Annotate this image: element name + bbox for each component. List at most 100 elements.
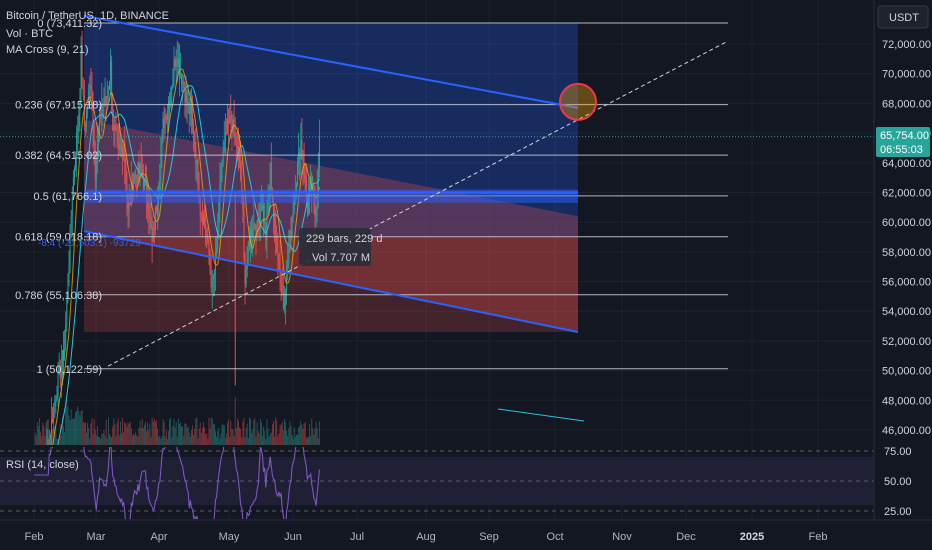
volume-bar <box>224 438 226 445</box>
candle-body <box>270 163 272 192</box>
volume-bar <box>228 419 230 445</box>
volume-bar <box>93 419 95 445</box>
volume-bar <box>226 433 227 445</box>
volume-bar <box>35 435 37 445</box>
volume-bar <box>134 435 136 445</box>
rsi-legend[interactable]: RSI (14, close) <box>6 459 79 471</box>
volume-bar <box>241 437 243 445</box>
volume-bar <box>80 410 82 445</box>
candle-body <box>222 151 224 163</box>
volume-bar <box>219 438 221 445</box>
candle-body <box>282 292 284 308</box>
volume-bar <box>65 407 67 445</box>
channel-lower-line <box>83 230 579 333</box>
volume-bar <box>130 428 132 445</box>
candle-body <box>257 220 259 222</box>
volume-bar <box>138 427 140 445</box>
symbol-title[interactable]: Bitcoin / TetherUS, 1D, BINANCE <box>6 10 169 22</box>
candle-body <box>195 148 197 165</box>
volume-bar <box>193 435 195 445</box>
candle-body <box>176 58 178 67</box>
candle-body <box>245 269 247 285</box>
candle-body <box>160 154 162 181</box>
volume-bar <box>36 421 38 445</box>
candle-body <box>228 119 230 123</box>
volume-bar <box>111 436 113 445</box>
volume-bar <box>154 421 156 445</box>
rsi-tick-label: 25.00 <box>884 506 912 518</box>
volume-bar <box>182 426 184 445</box>
candle-body <box>318 136 320 169</box>
candle-body <box>140 163 142 169</box>
time-axis[interactable]: Feb Mar Apr May Jun Jul Aug Sep Oct Nov Dec 2025 Feb <box>25 531 828 543</box>
price-scale[interactable] <box>874 0 932 520</box>
volume-bar <box>249 417 250 445</box>
volume-bar <box>216 436 218 445</box>
volume-bar <box>79 415 81 445</box>
candle-body <box>217 232 219 249</box>
time-tick-label: Mar <box>87 531 106 543</box>
volume-bar <box>129 421 131 445</box>
fib-level-label: 1 (50,122.59) <box>37 364 102 376</box>
price-tick-label: 52,000.00 <box>882 336 931 348</box>
volume-bar <box>173 418 175 445</box>
volume-bar <box>122 418 123 445</box>
volume-bar <box>252 429 254 445</box>
time-tick-label: Feb <box>809 531 828 543</box>
candle-body <box>58 366 60 373</box>
candle-body <box>252 228 254 235</box>
candle-body <box>56 396 58 400</box>
candle-body <box>236 146 238 149</box>
volume-bar <box>105 419 107 445</box>
candle-body <box>156 207 157 212</box>
volume-bar <box>99 437 101 445</box>
candle-body <box>99 116 101 134</box>
candle-body <box>91 88 93 110</box>
candle-body <box>123 144 125 155</box>
volume-bar <box>211 418 213 445</box>
volume-bar <box>94 429 96 445</box>
candle-body <box>231 119 233 133</box>
candle-body <box>191 105 192 114</box>
volume-bar <box>299 426 301 445</box>
candle-body <box>170 91 172 106</box>
candle-body <box>240 162 242 182</box>
volume-bar <box>280 424 282 445</box>
volume-bar <box>112 426 114 445</box>
currency-button[interactable] <box>877 5 929 29</box>
current-price-value: 65,754.00 <box>880 130 929 142</box>
candle-body <box>70 215 72 227</box>
candle-body <box>100 116 102 119</box>
volume-bar <box>246 423 248 445</box>
volume-bar <box>208 417 210 445</box>
volume-bar <box>269 433 271 445</box>
volume-bar <box>220 433 222 445</box>
ma-cross-legend[interactable]: MA Cross (9, 21) <box>6 44 89 56</box>
current-price-countdown: 06:55:03 <box>880 144 923 156</box>
volume-bar <box>56 438 58 445</box>
time-tick-label: Nov <box>612 531 632 543</box>
candle-body <box>166 110 168 121</box>
volume-bar <box>308 436 309 445</box>
volume-bar <box>43 425 45 445</box>
volume-bar <box>293 427 295 445</box>
candle-body <box>87 105 89 109</box>
candle-body <box>136 176 138 183</box>
volume-bar <box>229 436 231 445</box>
rsi-tick-label: 75.00 <box>884 446 912 458</box>
fib-level-label: 0.786 (55,106.38) <box>15 290 102 302</box>
candle-body <box>269 163 271 190</box>
candle-body <box>221 162 223 172</box>
volume-bar <box>309 424 310 445</box>
volume-bar <box>71 419 73 445</box>
volume-bar <box>89 438 91 445</box>
volume-legend[interactable]: Vol · BTC <box>6 28 53 40</box>
candle-body <box>212 276 214 281</box>
candle-body <box>131 182 133 196</box>
fib-zone-upper <box>84 23 578 237</box>
volume-bar <box>316 428 318 445</box>
candle-body <box>266 211 268 242</box>
volume-bar <box>97 426 98 445</box>
volume-bar <box>77 406 79 445</box>
